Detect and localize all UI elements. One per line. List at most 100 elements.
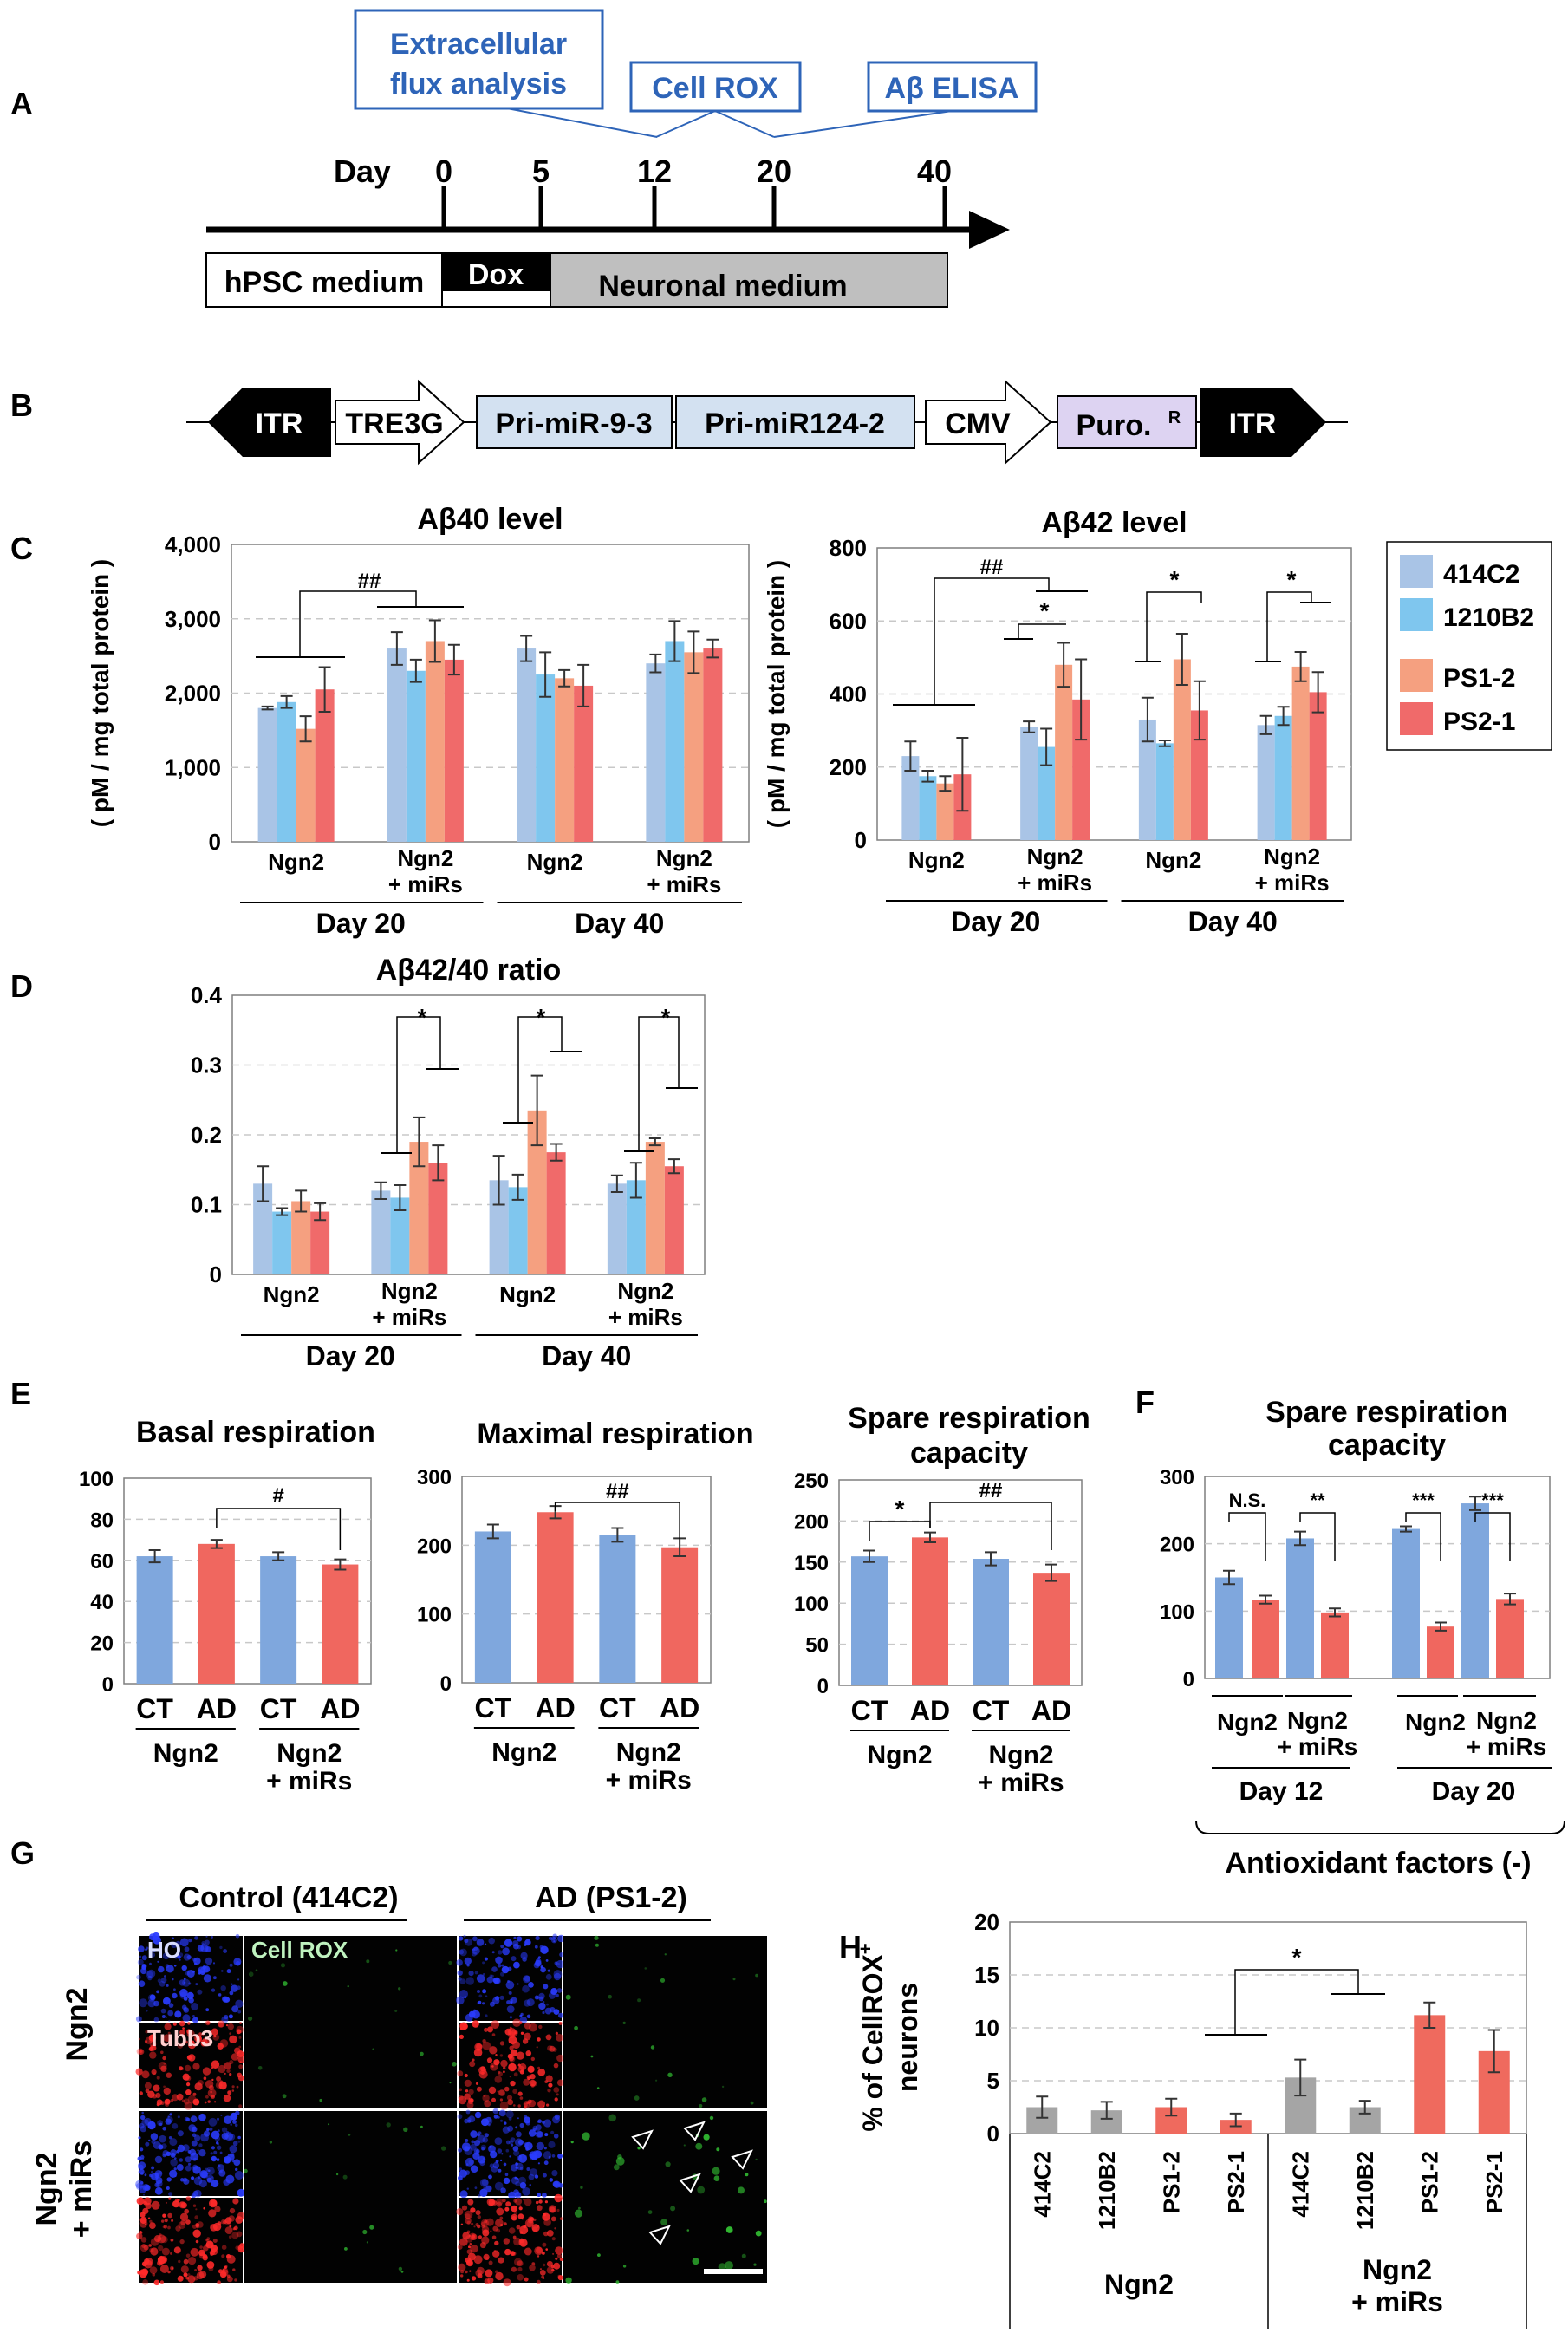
cell-dot bbox=[489, 2046, 498, 2055]
cell-dot bbox=[179, 2212, 189, 2221]
cell-dot bbox=[162, 2150, 169, 2157]
cell-dot bbox=[217, 2280, 221, 2284]
bar bbox=[1274, 715, 1292, 840]
cell-dot bbox=[524, 2116, 531, 2124]
cell-dot bbox=[470, 2245, 478, 2253]
cell-dot bbox=[149, 1933, 156, 1941]
cell-dot bbox=[224, 2132, 233, 2141]
cell-dot bbox=[465, 1977, 474, 1985]
box-cell-rox: Cell ROX bbox=[629, 61, 802, 113]
cell-dot bbox=[161, 2219, 165, 2223]
cell-dot bbox=[475, 2210, 481, 2216]
bar bbox=[1496, 1599, 1524, 1678]
cell-dot bbox=[515, 2138, 524, 2147]
cell-dot bbox=[553, 2009, 560, 2016]
cell-dot bbox=[503, 2066, 506, 2069]
cell-dot bbox=[500, 2059, 508, 2068]
cell-dot bbox=[218, 2020, 225, 2028]
cell-dot bbox=[497, 2090, 499, 2093]
cell-dot bbox=[517, 2266, 523, 2272]
tile-control-ngn2-ho bbox=[135, 1932, 244, 2023]
y-tick-label: 0.4 bbox=[191, 982, 223, 1008]
bar bbox=[574, 685, 594, 842]
cell-dot bbox=[465, 2163, 469, 2167]
error-bar bbox=[649, 653, 662, 674]
cell-dot bbox=[152, 2094, 158, 2099]
cell-dot bbox=[177, 2115, 180, 2119]
x-group-label: Ngn2 bbox=[1217, 1709, 1278, 1736]
cell-dot bbox=[186, 2029, 192, 2035]
cell-dot bbox=[227, 2023, 234, 2030]
tile-background bbox=[563, 2111, 767, 2283]
cell-dot bbox=[509, 2155, 511, 2158]
cell-dot bbox=[161, 2015, 166, 2018]
cell-dot bbox=[753, 2263, 757, 2266]
cell-dot bbox=[509, 2076, 511, 2078]
cell-dot bbox=[491, 2020, 500, 2030]
day-40: 40 bbox=[917, 153, 952, 189]
cell-dot bbox=[232, 2141, 238, 2147]
cell-dot bbox=[594, 1935, 599, 1940]
cell-dot bbox=[512, 2235, 517, 2239]
bar bbox=[1427, 1626, 1454, 1678]
cell-dot bbox=[470, 2130, 478, 2138]
cell-dot bbox=[458, 2175, 463, 2181]
cell-dot bbox=[165, 2118, 172, 2125]
cell-dot bbox=[644, 1967, 647, 1970]
error-bar bbox=[1036, 2095, 1049, 2119]
cell-dot bbox=[716, 2147, 720, 2152]
cell-dot bbox=[141, 2244, 146, 2248]
bar bbox=[508, 1187, 528, 1274]
cell-dot bbox=[637, 1998, 641, 2003]
y-tick-label: 0 bbox=[210, 1261, 222, 1287]
cell-dot bbox=[476, 2043, 483, 2050]
bar bbox=[322, 1564, 359, 1684]
cell-dot bbox=[485, 2269, 493, 2278]
cell-dot bbox=[225, 2220, 231, 2226]
cell-dot bbox=[481, 2118, 489, 2127]
cell-dot bbox=[556, 2093, 559, 2096]
cell-dot bbox=[548, 2082, 553, 2088]
cell-dot bbox=[755, 2230, 762, 2237]
cell-dot bbox=[499, 2216, 504, 2220]
cell-dot bbox=[545, 2034, 552, 2041]
cell-dot bbox=[187, 2273, 191, 2277]
cell-dot bbox=[490, 2150, 498, 2159]
significance-bracket bbox=[929, 1502, 1052, 1550]
cell-dot bbox=[185, 2196, 192, 2201]
cell-dot bbox=[655, 2079, 658, 2082]
cell-dot bbox=[515, 2181, 520, 2186]
cell-dot bbox=[484, 2027, 488, 2032]
cell-dot bbox=[158, 2144, 164, 2150]
cell-dot bbox=[490, 2230, 492, 2232]
hpsc-medium-box bbox=[205, 252, 443, 308]
panel-label-F: F bbox=[1135, 1385, 1155, 1420]
cell-dot bbox=[179, 2158, 184, 2162]
cell-dot bbox=[551, 2154, 556, 2158]
y-tick-label: 200 bbox=[794, 1510, 829, 1534]
cell-dot bbox=[175, 1940, 181, 1946]
cell-dot bbox=[750, 2101, 754, 2105]
error-bar bbox=[687, 630, 700, 674]
pri-mir-9-3-label: Pri-miR-9-3 bbox=[495, 407, 652, 440]
cell-dot bbox=[507, 2099, 514, 2106]
cell-dot bbox=[543, 2151, 552, 2160]
cell-dot bbox=[225, 2024, 229, 2027]
cell-dot bbox=[198, 1971, 201, 1975]
cell-dot bbox=[551, 2170, 558, 2177]
cell-dot bbox=[468, 2089, 474, 2095]
cell-dot bbox=[183, 2178, 190, 2185]
cell-dot bbox=[524, 2115, 527, 2118]
panel-a-timeline: Extracellular flux analysis Cell ROX Aβ … bbox=[205, 9, 1038, 308]
cell-dot bbox=[504, 2248, 511, 2256]
cell-dot bbox=[481, 2147, 485, 2151]
cell-dot bbox=[152, 2272, 156, 2277]
cell-dot bbox=[395, 1949, 398, 1952]
cell-dot bbox=[458, 2147, 463, 2153]
bar bbox=[1138, 719, 1156, 840]
bar bbox=[409, 1142, 429, 1274]
x-tick-label: AD bbox=[660, 1692, 699, 1724]
cell-dot bbox=[217, 2043, 224, 2050]
cell-dot bbox=[282, 1981, 288, 1986]
cell-dot bbox=[725, 2226, 733, 2233]
